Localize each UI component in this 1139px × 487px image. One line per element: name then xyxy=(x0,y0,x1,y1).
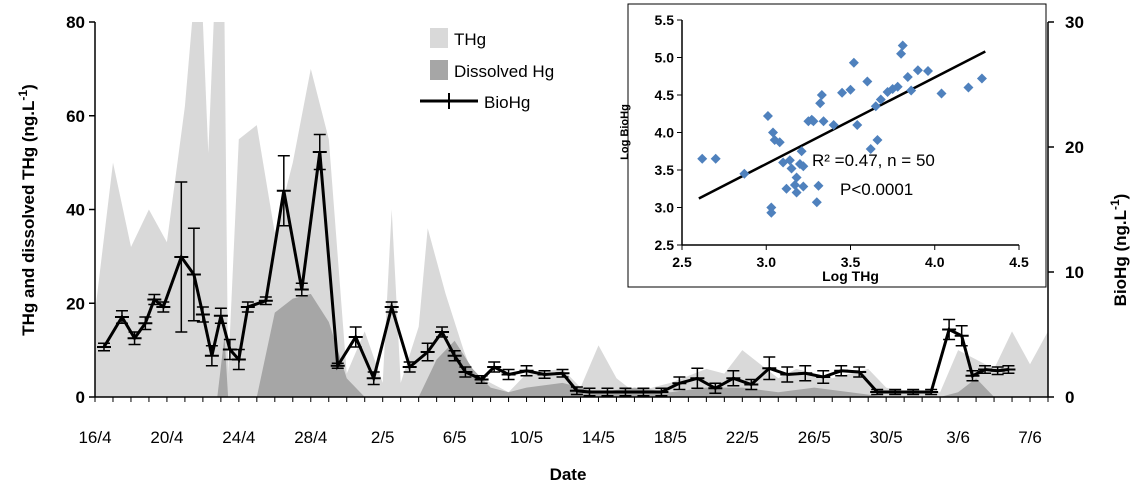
inset-scatter-point xyxy=(936,88,947,99)
x-tick-label: 22/5 xyxy=(726,428,759,447)
inset-scatter-point xyxy=(798,181,809,192)
inset-scatter-point xyxy=(697,153,708,164)
biohg-series-group xyxy=(96,133,1016,397)
x-tick-label: 3/6 xyxy=(946,428,970,447)
inset-scatter-point xyxy=(862,76,873,87)
right-y-axis-title: BioHg (ng.L-1) xyxy=(1108,194,1130,307)
x-tick-label: 16/4 xyxy=(78,428,111,447)
inset-x-tick-label: 3.5 xyxy=(841,254,861,270)
inset-scatter-point xyxy=(781,183,792,194)
x-tick-label: 26/5 xyxy=(798,428,831,447)
inset-scatter-point xyxy=(837,87,848,98)
inset-scatter-chart: 2.5 3.0 3.5 4.0 4.5 2.5 3.0 3.5 4.0 4.5 5.0 5.5 Log … xyxy=(619,3,1047,288)
biohg-line xyxy=(102,151,1009,394)
inset-scatter-point xyxy=(872,135,883,145)
inset-scatter-point xyxy=(796,146,807,157)
inset-scatter-point xyxy=(976,73,987,84)
x-tick-label: 6/5 xyxy=(443,428,467,447)
right-y-tick-label: 20 xyxy=(1065,138,1084,157)
x-tick-label: 20/4 xyxy=(150,428,183,447)
left-y-tick-label: 40 xyxy=(66,201,85,220)
inset-scatter-point xyxy=(870,101,881,112)
left-y-tick-label: 60 xyxy=(66,107,85,126)
right-y-tick-label: 30 xyxy=(1065,13,1084,32)
left-y-tick-label: 20 xyxy=(66,294,85,313)
left-y-tick-label: 80 xyxy=(66,13,85,32)
inset-y-tick-label: 5.0 xyxy=(655,50,675,66)
inset-scatter-point xyxy=(762,111,773,121)
inset-r2-annotation: R² =0.47, n = 50 xyxy=(812,151,935,170)
inset-scatter-point xyxy=(710,153,721,164)
legend-swatch-thg xyxy=(430,28,448,48)
left-y-axis-title: THg and dissolved THg (ng.L-1) xyxy=(16,84,38,336)
inset-scatter-point xyxy=(766,202,777,213)
legend-label-dissolved-hg: Dissolved Hg xyxy=(454,62,554,81)
right-y-tick-label: 10 xyxy=(1065,263,1084,282)
inset-scatter-point xyxy=(852,120,863,130)
inset-scatter-point xyxy=(865,144,876,154)
inset-scatter-point xyxy=(774,137,785,148)
dissolved-hg-area xyxy=(95,293,1048,397)
x-tick-label: 30/5 xyxy=(870,428,903,447)
inset-y-tick-label: 5.5 xyxy=(655,12,675,28)
inset-scatter-point xyxy=(828,120,839,130)
inset-scatter-point xyxy=(786,163,797,174)
inset-y-tick-label: 4.0 xyxy=(655,125,675,141)
axis-titles: Date THg and dissolved THg (ng.L-1) BioHg … xyxy=(16,84,1130,484)
inset-scatter-point xyxy=(739,168,750,179)
inset-y-tick-label: 3.5 xyxy=(655,162,675,178)
inset-x-tick-label: 3.0 xyxy=(757,254,777,270)
legend-label-thg: THg xyxy=(454,30,486,49)
left-y-tick-label: 0 xyxy=(76,388,85,407)
inset-scatter-point xyxy=(808,116,819,127)
inset-scatter-point xyxy=(791,172,802,183)
inset-scatter-point xyxy=(813,180,824,191)
inset-scatter-point xyxy=(766,207,777,218)
inset-scatter-point xyxy=(818,116,829,127)
x-tick-label: 2/5 xyxy=(371,428,395,447)
legend: THg Dissolved Hg BioHg xyxy=(420,28,554,112)
inset-scatter-point xyxy=(892,81,903,92)
inset-y-tick-label: 3.0 xyxy=(655,200,675,216)
inset-scatter-point xyxy=(784,155,795,166)
inset-p-annotation: P<0.0001 xyxy=(840,180,913,199)
x-tick-label: 7/6 xyxy=(1018,428,1042,447)
inset-scatter-point xyxy=(906,85,917,96)
inset-scatter-point xyxy=(897,40,908,51)
main-axes: 0 20 40 60 80 0 10 20 30 16/4 20/4 24/4 28/4 2/5 6/5 10… xyxy=(66,13,1084,447)
x-tick-label: 28/4 xyxy=(294,428,327,447)
inset-x-tick-label: 2.5 xyxy=(672,254,692,270)
inset-scatter-point xyxy=(896,48,907,59)
inset-scatter-point xyxy=(798,161,809,172)
inset-y-tick-label: 4.5 xyxy=(655,87,675,103)
inset-scatter-point xyxy=(912,65,923,76)
inset-scatter-point xyxy=(789,180,800,190)
inset-scatter-point xyxy=(848,57,859,68)
legend-swatch-dissolved-hg xyxy=(430,60,448,80)
inset-scatter-point xyxy=(902,72,913,82)
inset-scatter-point xyxy=(963,82,974,93)
inset-y-axis-title: Log BioHg xyxy=(619,104,631,160)
legend-label-biohg: BioHg xyxy=(484,93,530,112)
right-y-tick-label: 0 xyxy=(1065,388,1074,407)
inset-x-tick-label: 4.0 xyxy=(925,254,945,270)
inset-scatter-point xyxy=(816,90,827,100)
inset-scatter-point xyxy=(815,98,826,109)
x-tick-label: 18/5 xyxy=(654,428,687,447)
inset-scatter-point xyxy=(811,197,822,208)
inset-frame xyxy=(627,3,1047,288)
inset-scatter-point xyxy=(845,84,856,95)
inset-scatter-point xyxy=(791,187,802,198)
inset-y-tick-label: 2.5 xyxy=(655,237,675,253)
x-axis-title: Date xyxy=(550,465,587,484)
inset-x-tick-label: 4.5 xyxy=(1009,254,1029,270)
x-tick-label: 14/5 xyxy=(582,428,615,447)
x-tick-label: 24/4 xyxy=(222,428,255,447)
x-tick-label: 10/5 xyxy=(510,428,543,447)
inset-x-axis-title: Log THg xyxy=(822,268,879,284)
inset-scatter-point xyxy=(767,127,778,138)
inset-scatter-point xyxy=(875,94,886,105)
inset-scatter-point xyxy=(923,66,934,76)
